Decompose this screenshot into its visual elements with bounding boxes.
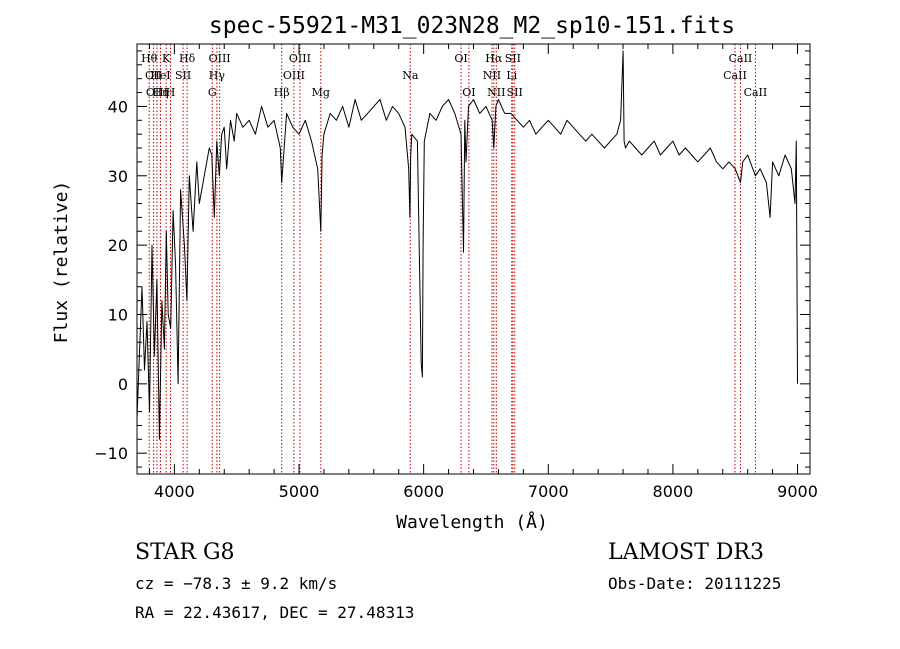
line-label: Hη (152, 86, 168, 99)
x-tick-label: 6000 (403, 482, 444, 501)
line-label: K (162, 52, 171, 65)
redshift-velocity: cz = −78.3 ± 9.2 km/s (135, 574, 338, 593)
y-tick-label: 0 (118, 375, 128, 394)
line-label: CaII (729, 52, 753, 65)
y-tick-label: 20 (108, 236, 128, 255)
line-label: Na (402, 69, 419, 82)
survey-name: LAMOST DR3 (608, 540, 764, 565)
line-label: CaII (723, 69, 747, 82)
line-label: SII (505, 52, 521, 65)
observation-date: Obs-Date: 20111225 (608, 574, 782, 593)
spectrum-line (136, 50, 798, 440)
object-class: STAR G8 (135, 540, 235, 565)
coordinates: RA = 22.43617, DEC = 27.48313 (135, 603, 415, 622)
x-axis-label: Wavelength (Å) (396, 511, 548, 533)
emission-line-markers (148, 44, 756, 474)
line-label: NII (487, 86, 505, 99)
plot-frame (136, 43, 811, 475)
line-label: CII (145, 69, 162, 82)
line-label: Mg (312, 86, 330, 99)
spectrum-series (136, 50, 798, 440)
line-label: OIII (289, 52, 311, 65)
x-tick-label: 9000 (777, 482, 818, 501)
y-tick-label: −10 (94, 444, 128, 463)
x-tick-label: 7000 (528, 482, 569, 501)
line-label: OIII (209, 52, 231, 65)
line-label: OI (454, 52, 467, 65)
line-label: NII (483, 69, 501, 82)
line-label: CaII (744, 86, 768, 99)
line-label: Hα (485, 52, 503, 65)
line-label: OIII (146, 86, 168, 99)
line-label: SII (175, 69, 191, 82)
y-tick-label: 40 (108, 97, 128, 116)
y-axis-label: Flux (relative) (51, 181, 72, 344)
x-tick-label: 8000 (653, 482, 694, 501)
y-tick-label: 30 (108, 167, 128, 186)
line-label: Hθ (141, 52, 158, 65)
line-label: SII (507, 86, 523, 99)
line-label: H (166, 86, 176, 99)
line-label: OIII (283, 69, 305, 82)
line-label: Li (506, 69, 517, 82)
line-label: OI (462, 86, 475, 99)
line-label: HeI (150, 69, 170, 82)
y-tick-label: 10 (108, 305, 128, 324)
chart-title: spec-55921-M31_023N28_M2_sp10-151.fits (209, 13, 735, 39)
line-label: Hγ (209, 69, 226, 82)
line-label: Hδ (179, 52, 196, 65)
line-label: Hβ (274, 86, 290, 99)
line-labels: Hθ CII OIII HeI Hη K H SII Hδ G Hγ OIII Hβ OIII OIII Mg… (141, 52, 767, 99)
line-label: G (208, 86, 217, 99)
x-tick-label: 4000 (154, 482, 195, 501)
x-tick-label: 5000 (279, 482, 320, 501)
axis-ticks: 4000 5000 6000 7000 8000 9000 −10 0 10 20 30 40 (94, 44, 818, 501)
